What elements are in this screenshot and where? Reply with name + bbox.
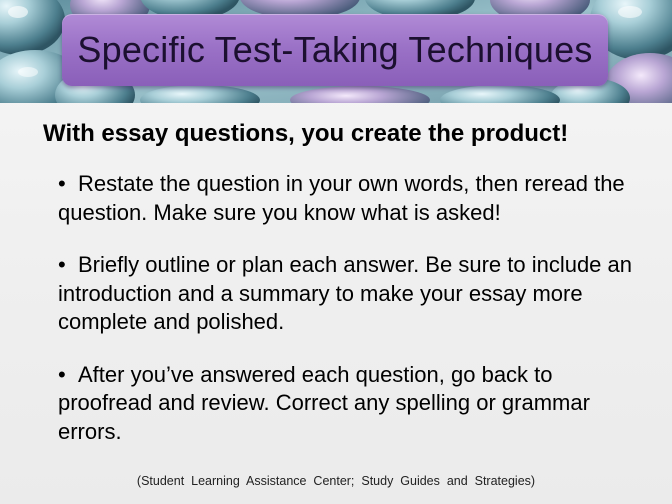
bullet-text: Restate the question in your own words, … [58, 171, 625, 225]
title-banner: Specific Test-Taking Techniques [62, 14, 608, 86]
bullet-marker: • [58, 171, 66, 196]
bullet-text: Briefly outline or plan each answer. Be … [58, 252, 632, 334]
bullet-item: • After you’ve answered each question, go… [58, 361, 638, 447]
bullet-item: • Restate the question in your own words,… [58, 170, 638, 227]
bullet-marker: • [58, 361, 66, 387]
slide-title: Specific Test-Taking Techniques [77, 29, 593, 70]
bullet-item: • Briefly outline or plan each answer. Be… [58, 251, 638, 337]
slide-subtitle: With essay questions, you create the pro… [43, 120, 569, 147]
header-decoration: Specific Test-Taking Techniques [0, 0, 672, 103]
bullet-marker: • [58, 252, 66, 277]
source-citation: (Student Learning Assistance Center; Stu… [136, 474, 536, 488]
bullet-list: • Restate the question in your own words,… [58, 170, 638, 470]
bullet-text: After you’ve answered each question, go … [58, 361, 590, 444]
